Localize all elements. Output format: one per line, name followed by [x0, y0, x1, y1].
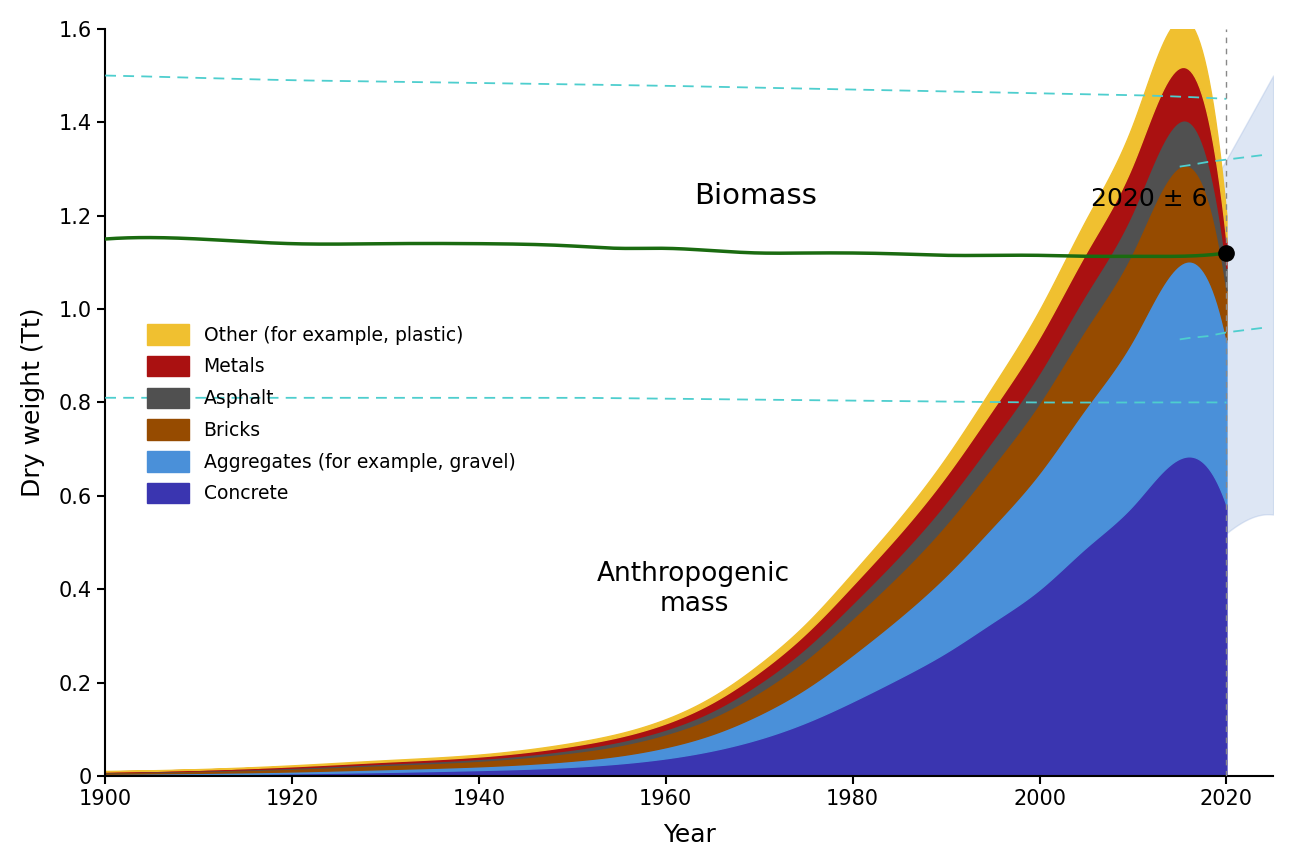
- Text: Anthropogenic
mass: Anthropogenic mass: [598, 562, 791, 617]
- X-axis label: Year: Year: [663, 823, 716, 847]
- Text: 2020 ± 6: 2020 ± 6: [1091, 187, 1207, 211]
- Legend: Other (for example, plastic), Metals, Asphalt, Bricks, Aggregates (for example, : Other (for example, plastic), Metals, As…: [138, 315, 524, 513]
- Y-axis label: Dry weight (Tt): Dry weight (Tt): [21, 308, 45, 497]
- Text: Biomass: Biomass: [694, 182, 817, 210]
